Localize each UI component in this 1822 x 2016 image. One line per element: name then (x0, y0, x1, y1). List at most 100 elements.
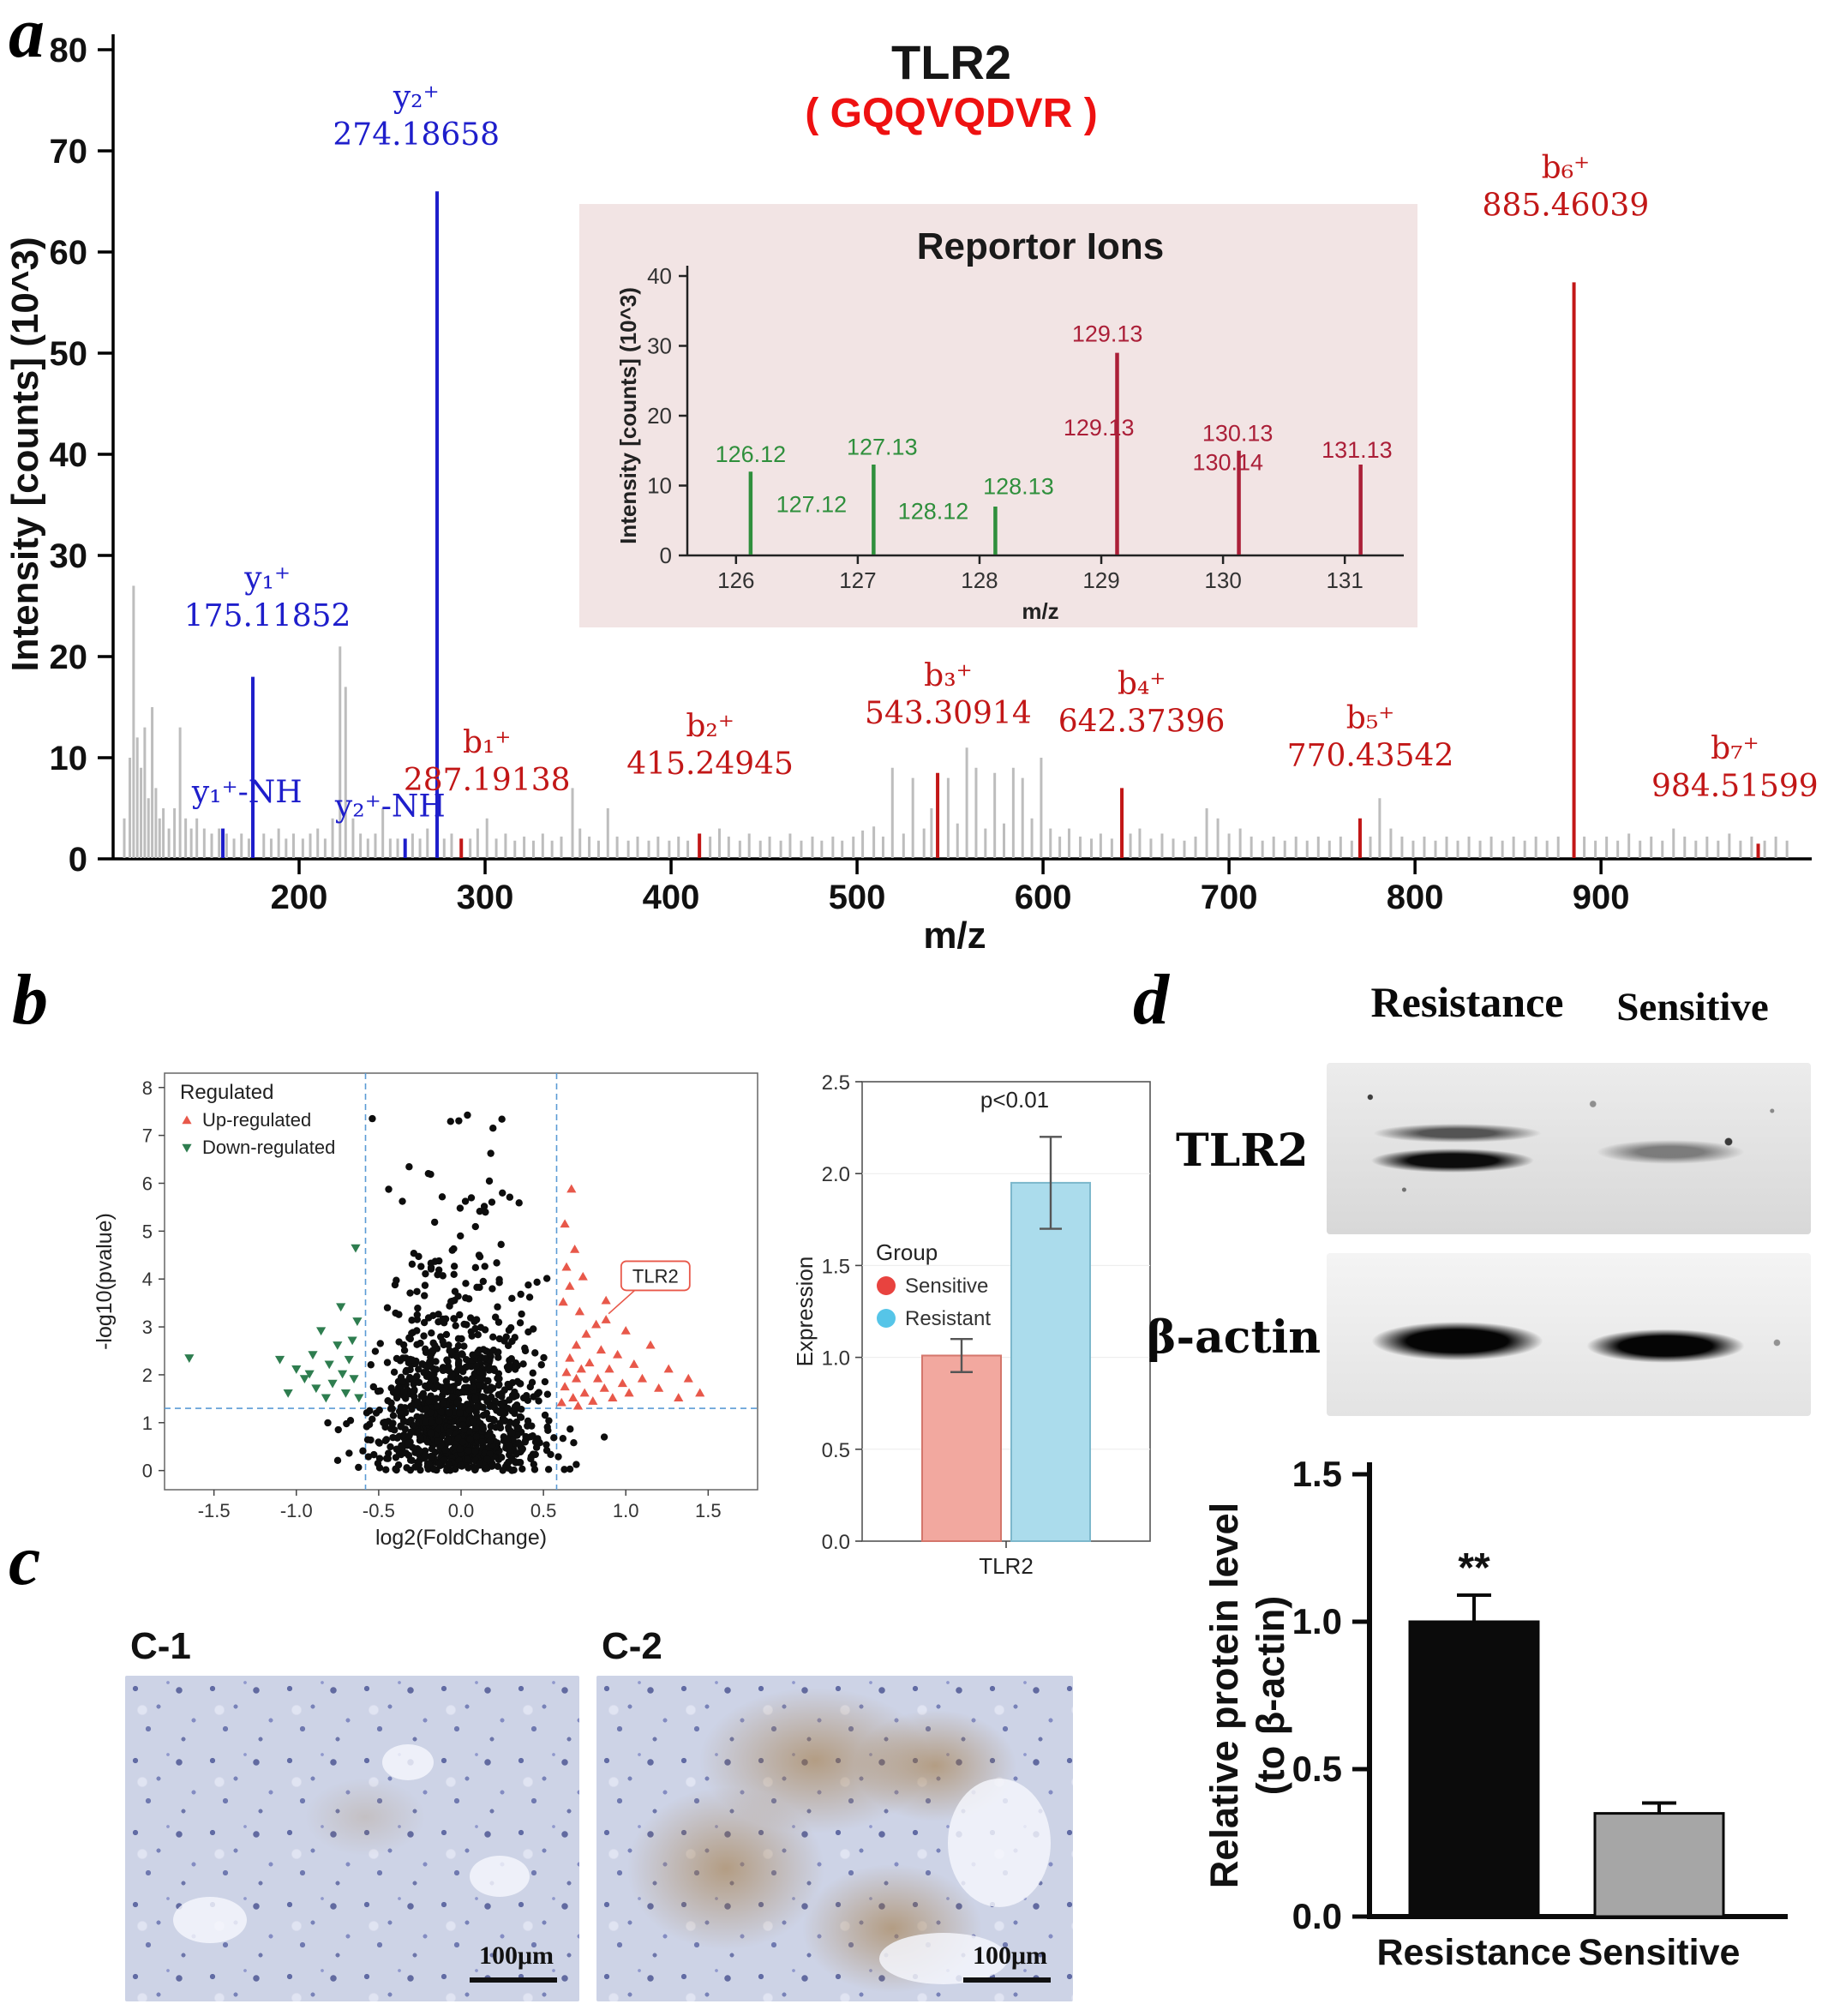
volcano-point (482, 1208, 489, 1216)
volcano-point (476, 1323, 485, 1331)
volcano-point (427, 1170, 435, 1179)
blot-column-sensitive: Sensitive (1616, 985, 1769, 1029)
protein-y-tick-label: 1.5 (1292, 1454, 1342, 1494)
volcano-point (462, 1376, 470, 1383)
down-regulated-point (324, 1360, 334, 1370)
tissue-lumen (879, 1933, 1008, 1984)
volcano-point (447, 1118, 454, 1125)
volcano-point (545, 1417, 553, 1425)
x-tick-label: 300 (457, 879, 514, 916)
protein-y-tick-label: 1.0 (1292, 1601, 1342, 1641)
group-legend-dot (877, 1276, 896, 1295)
volcano-x-tick-label: -1.0 (280, 1500, 313, 1521)
volcano-point (513, 1377, 522, 1386)
volcano-point (494, 1303, 501, 1311)
volcano-point (462, 1280, 470, 1287)
reporter-ion-label: 128.13 (983, 473, 1054, 499)
volcano-point (572, 1461, 580, 1468)
volcano-point (550, 1434, 558, 1442)
volcano-point (437, 1408, 445, 1416)
volcano-point (395, 1449, 404, 1456)
up-regulated-point (568, 1393, 578, 1401)
volcano-point (395, 1338, 403, 1346)
volcano-point (407, 1428, 416, 1436)
volcano-point (445, 1428, 453, 1437)
volcano-point (415, 1378, 423, 1387)
up-regulated-point (574, 1306, 584, 1316)
volcano-point (432, 1395, 441, 1402)
up-regulated-point (601, 1295, 611, 1305)
volcano-point (486, 1437, 494, 1445)
down-regulated-point (182, 1143, 192, 1153)
volcano-point (506, 1323, 515, 1332)
inset-y-tick-label: 40 (647, 263, 672, 289)
volcano-point (393, 1354, 401, 1363)
volcano-point (414, 1305, 422, 1312)
down-regulated-point (299, 1375, 309, 1383)
volcano-point (480, 1203, 488, 1210)
volcano-point (388, 1405, 396, 1413)
volcano-point (415, 1447, 423, 1455)
volcano-point (483, 1464, 491, 1473)
up-regulated-point (617, 1378, 627, 1388)
volcano-point (427, 1408, 435, 1417)
volcano-point (472, 1362, 480, 1370)
volcano-point (488, 1285, 496, 1293)
reporter-ions-inset: Reportor Ions 0 10 20 30 40 126 127 128 129 130 131… (579, 204, 1417, 627)
tlr2-blot-image (1327, 1063, 1811, 1234)
volcano-point (517, 1290, 524, 1299)
down-regulated-point (344, 1355, 354, 1365)
expression-y-tick-label: 1.0 (822, 1347, 850, 1371)
up-regulated-point (624, 1388, 634, 1397)
expression-bar (921, 1354, 1002, 1542)
up-regulated-point (566, 1184, 577, 1193)
down-regulated-point (304, 1370, 315, 1379)
up-regulated-point (663, 1364, 674, 1373)
volcano-point (439, 1337, 447, 1346)
volcano-y-tick-label: 0 (142, 1461, 153, 1482)
volcano-point (411, 1463, 419, 1471)
p-value-annotation: p<0.01 (980, 1087, 1049, 1113)
volcano-point (541, 1377, 549, 1386)
volcano-point (382, 1455, 391, 1462)
y-tick-label: 80 (50, 32, 88, 69)
volcano-point (387, 1399, 395, 1407)
volcano-y-tick-label: 6 (142, 1173, 153, 1194)
down-regulated-point (274, 1355, 285, 1365)
volcano-point (498, 1115, 506, 1123)
x-tick-label: 400 (643, 879, 700, 916)
volcano-point (455, 1389, 463, 1397)
volcano-point (501, 1417, 509, 1425)
volcano-point (472, 1432, 481, 1441)
y-tick-label: 0 (69, 841, 87, 879)
volcano-point (559, 1435, 567, 1443)
blot-row-tlr2: TLR2 (1176, 1125, 1309, 1177)
volcano-point (369, 1415, 376, 1423)
volcano-point (454, 1434, 462, 1442)
protein-x-label: Sensitive (1579, 1932, 1741, 1973)
volcano-point (405, 1439, 413, 1447)
volcano-point (434, 1437, 441, 1445)
volcano-point (400, 1347, 409, 1354)
up-regulated-point (629, 1359, 639, 1368)
volcano-point (367, 1361, 375, 1369)
volcano-point (324, 1419, 332, 1427)
volcano-point (408, 1356, 417, 1364)
volcano-point (490, 1366, 499, 1375)
volcano-point (479, 1425, 488, 1433)
protein-y-label-line2: (to β-actin) (1249, 1596, 1292, 1795)
up-regulated-point (599, 1383, 609, 1392)
volcano-point (427, 1454, 435, 1461)
volcano-point (566, 1425, 574, 1433)
volcano-point (541, 1411, 549, 1419)
scale-bar (963, 1977, 1051, 1983)
volcano-point (390, 1368, 399, 1377)
up-regulated-point (578, 1271, 588, 1281)
volcano-point (371, 1347, 380, 1355)
volcano-point (490, 1403, 499, 1411)
up-regulated-point (683, 1373, 693, 1383)
group-legend-item: Sensitive (905, 1275, 988, 1298)
volcano-point (415, 1365, 423, 1373)
volcano-point (505, 1458, 512, 1466)
volcano-point (427, 1429, 435, 1437)
